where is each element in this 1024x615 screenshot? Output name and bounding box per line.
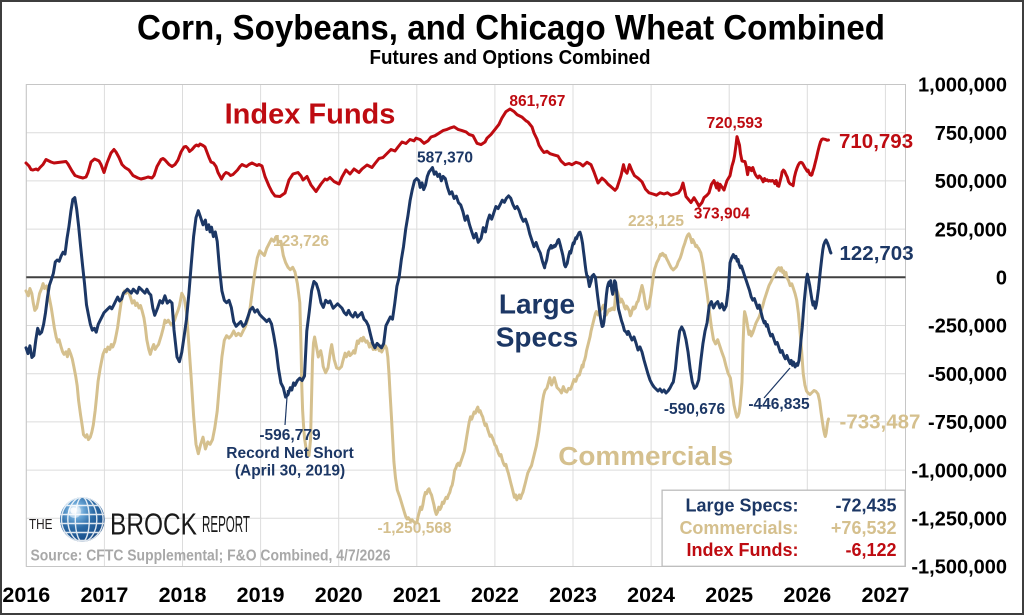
svg-text:2024: 2024 (627, 583, 675, 607)
svg-text:Record Net Short: Record Net Short (226, 445, 353, 462)
svg-text:Commercials:: Commercials: (679, 518, 798, 538)
svg-text:Specs: Specs (496, 322, 579, 353)
svg-text:2021: 2021 (393, 583, 441, 607)
svg-text:(April 30, 2019): (April 30, 2019) (235, 463, 345, 480)
svg-text:Corn, Soybeans, and Chicago Wh: Corn, Soybeans, and Chicago Wheat Combin… (137, 8, 885, 48)
svg-text:750,000: 750,000 (935, 123, 1007, 145)
svg-text:-72,435: -72,435 (835, 495, 896, 515)
svg-text:Index Funds:: Index Funds: (687, 540, 799, 560)
svg-text:373,904: 373,904 (694, 205, 750, 222)
svg-text:2023: 2023 (549, 583, 597, 607)
svg-text:0: 0 (996, 268, 1007, 290)
svg-text:2022: 2022 (471, 583, 519, 607)
svg-text:861,767: 861,767 (509, 93, 565, 110)
svg-text:2020: 2020 (315, 583, 363, 607)
svg-text:710,793: 710,793 (839, 130, 913, 153)
svg-text:123,726: 123,726 (273, 233, 329, 250)
svg-text:-596,779: -596,779 (259, 427, 321, 444)
svg-text:THE: THE (29, 517, 53, 533)
svg-text:500,000: 500,000 (935, 171, 1007, 193)
svg-text:2017: 2017 (80, 583, 128, 607)
svg-text:2019: 2019 (237, 583, 285, 607)
svg-text:-6,122: -6,122 (845, 540, 896, 560)
svg-text:-446,835: -446,835 (748, 396, 810, 413)
svg-text:-1,500,000: -1,500,000 (911, 557, 1007, 579)
svg-text:2026: 2026 (783, 583, 831, 607)
svg-text:+76,532: +76,532 (831, 518, 897, 538)
svg-text:720,593: 720,593 (707, 115, 763, 132)
svg-text:Commercials: Commercials (558, 443, 733, 471)
svg-text:250,000: 250,000 (935, 219, 1007, 241)
svg-text:BROCK: BROCK (110, 507, 197, 542)
svg-text:-1,250,000: -1,250,000 (911, 509, 1007, 531)
svg-text:2016: 2016 (2, 583, 50, 607)
svg-text:223,125: 223,125 (628, 213, 684, 230)
svg-text:1,000,000: 1,000,000 (918, 75, 1007, 97)
svg-text:-1,000,000: -1,000,000 (911, 460, 1007, 482)
svg-text:-590,676: -590,676 (664, 401, 726, 418)
svg-text:587,370: 587,370 (417, 149, 473, 166)
svg-text:-733,487: -733,487 (840, 411, 921, 434)
svg-text:2025: 2025 (705, 583, 753, 607)
svg-text:Futures and Options Combined: Futures and Options Combined (370, 47, 651, 69)
svg-text:122,703: 122,703 (840, 242, 914, 265)
svg-text:REPORT: REPORT (202, 511, 250, 537)
svg-text:Large Specs:: Large Specs: (685, 495, 798, 515)
svg-text:Large: Large (499, 289, 575, 320)
svg-text:-750,000: -750,000 (928, 412, 1007, 434)
svg-text:Source: CFTC Supplemental; F&O: Source: CFTC Supplemental; F&O Combined,… (31, 548, 391, 565)
svg-text:2027: 2027 (861, 583, 909, 607)
svg-text:2018: 2018 (159, 583, 207, 607)
svg-text:-500,000: -500,000 (928, 364, 1007, 386)
svg-text:-1,250,568: -1,250,568 (377, 520, 451, 537)
svg-text:Index Funds: Index Funds (225, 99, 396, 131)
svg-text:-250,000: -250,000 (928, 316, 1007, 338)
